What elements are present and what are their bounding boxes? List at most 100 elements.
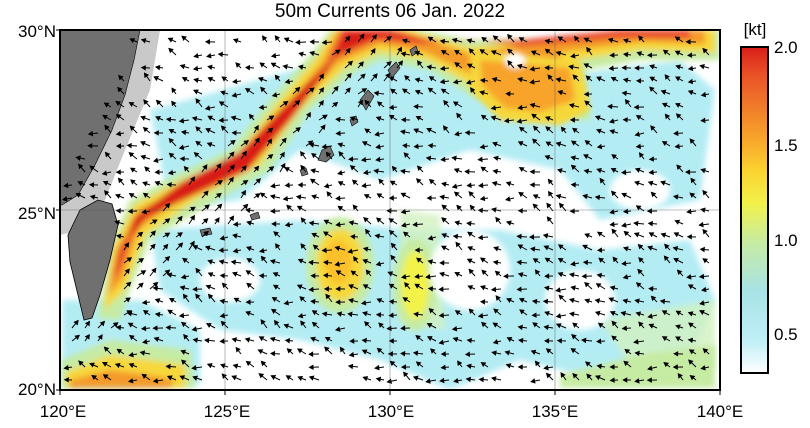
current-arrow-head — [153, 130, 159, 136]
current-arrow-head — [246, 246, 252, 252]
current-arrow-head — [647, 245, 653, 251]
current-arrow-head — [88, 182, 95, 188]
current-arrow-head — [637, 268, 643, 275]
current-arrow-head — [178, 312, 185, 319]
current-arrow-head — [426, 195, 432, 201]
current-arrow-head — [246, 220, 252, 226]
current-arrow-head — [397, 46, 403, 53]
current-arrow-head — [268, 166, 275, 172]
current-arrow-head — [258, 273, 264, 279]
current-arrow-head — [674, 36, 681, 42]
current-arrow-head — [454, 310, 461, 316]
current-arrow-head — [140, 115, 146, 121]
current-arrow-head — [260, 86, 266, 93]
current-arrow-head — [582, 193, 588, 200]
current-arrow-head — [374, 364, 380, 371]
current-arrow-head — [375, 116, 382, 122]
current-arrow-head — [274, 35, 280, 41]
current-arrow-head — [284, 182, 290, 189]
current-arrow-head — [245, 270, 252, 276]
current-arrow-head — [283, 300, 289, 306]
current-arrow-head — [622, 208, 629, 215]
current-arrow-head — [700, 168, 706, 174]
current-arrow-head — [177, 232, 183, 238]
current-arrow-head — [555, 287, 561, 293]
current-arrow-head — [126, 311, 133, 317]
current-arrow-head — [560, 372, 566, 378]
current-arrow-head — [235, 346, 241, 353]
current-arrow-head — [295, 39, 301, 46]
current-arrow-head — [466, 337, 472, 344]
current-arrow-head — [284, 221, 291, 228]
current-arrow-head — [572, 372, 578, 379]
current-arrow-head — [490, 286, 497, 293]
current-arrow-head — [585, 75, 592, 81]
current-arrow-head — [271, 92, 278, 98]
current-arrow-head — [516, 233, 522, 240]
current-arrow-head — [216, 203, 223, 210]
current-arrow-head — [87, 143, 93, 149]
current-arrow-head — [609, 209, 615, 215]
current-arrow-head — [294, 86, 301, 93]
current-arrow-head — [454, 271, 461, 277]
current-arrow-head — [414, 50, 421, 56]
current-arrow-head — [388, 104, 394, 111]
current-arrow-head — [101, 362, 108, 367]
current-arrow-head — [529, 182, 535, 188]
current-arrow-head — [441, 217, 447, 223]
current-arrow-head — [360, 73, 366, 79]
current-arrow-head — [650, 125, 656, 131]
current-arrow-head — [207, 259, 213, 265]
current-arrow-head — [402, 297, 409, 303]
current-arrow-head — [214, 217, 220, 223]
current-arrow-head — [633, 339, 639, 345]
current-arrow-head — [142, 126, 149, 133]
current-arrow-head — [179, 156, 185, 162]
current-arrow-head — [636, 51, 643, 57]
current-arrow-head — [195, 98, 201, 104]
current-arrow-head — [128, 334, 135, 341]
current-arrow-head — [442, 125, 449, 132]
current-arrow-head — [568, 272, 575, 278]
current-arrow-head — [168, 152, 175, 159]
current-arrow-head — [84, 320, 91, 327]
current-arrow-head — [217, 180, 224, 186]
eddy-west — [306, 217, 374, 313]
current-arrow-head — [555, 313, 562, 319]
current-arrow-head — [649, 64, 655, 70]
current-arrow-head — [584, 140, 591, 146]
current-arrow-head — [464, 168, 470, 175]
current-arrow-head — [349, 338, 355, 344]
current-arrow-head — [413, 128, 419, 134]
current-arrow-head — [609, 364, 615, 370]
current-arrow-head — [364, 99, 370, 106]
current-arrow-head — [360, 156, 367, 163]
current-arrow-head — [246, 258, 253, 264]
current-arrow-head — [141, 208, 147, 215]
current-arrow-head — [195, 140, 202, 147]
current-arrow-head — [258, 247, 265, 254]
current-arrow-head — [151, 267, 157, 274]
current-arrow-head — [204, 245, 211, 251]
current-arrow-head — [610, 167, 617, 173]
current-arrow-head — [192, 245, 199, 251]
current-arrow-head — [78, 163, 84, 170]
current-arrow-head — [177, 215, 183, 222]
current-arrow-head — [283, 37, 290, 43]
current-arrow-head — [269, 259, 276, 265]
current-arrow-head — [675, 76, 681, 82]
current-arrow-head — [207, 64, 213, 71]
current-arrow-head — [581, 337, 587, 344]
current-arrow-head — [608, 118, 615, 124]
current-arrow-head — [230, 115, 237, 121]
current-arrow-head — [581, 273, 587, 280]
current-arrow-head — [388, 114, 395, 120]
current-arrow-head — [204, 204, 210, 210]
current-arrow-head — [688, 322, 694, 328]
current-arrow-head — [677, 372, 683, 379]
current-arrow-head — [452, 79, 459, 85]
current-arrow-head — [299, 296, 305, 302]
current-arrow-head — [298, 51, 304, 57]
current-arrow-head — [674, 219, 681, 225]
current-arrow-head — [245, 299, 251, 305]
